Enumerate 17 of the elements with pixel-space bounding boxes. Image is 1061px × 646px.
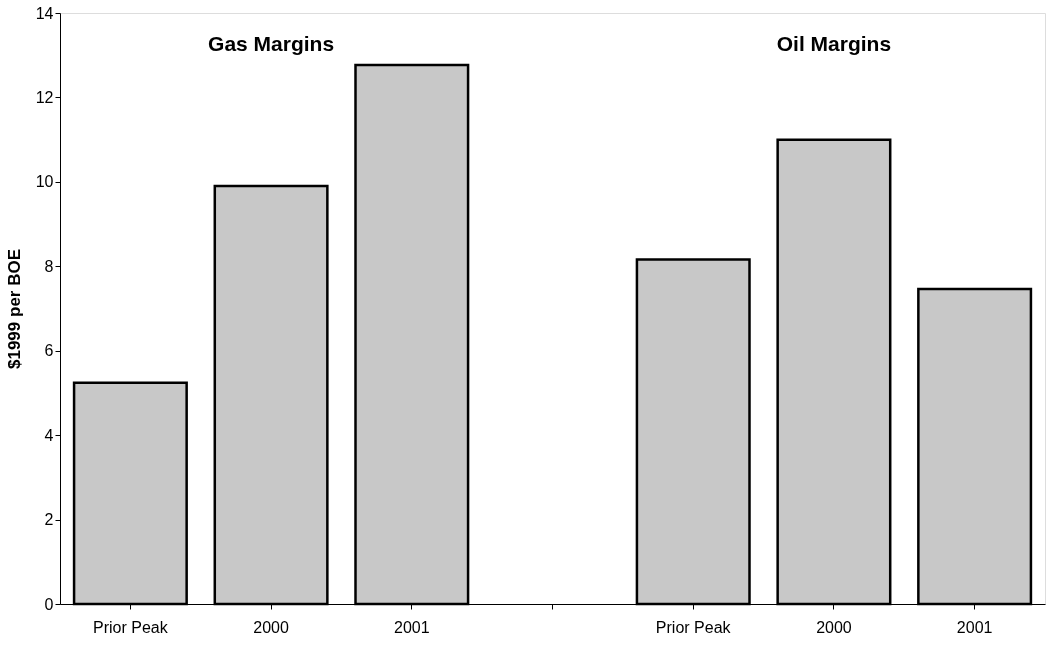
y-tick-label: 14: [35, 4, 54, 22]
x-tick-label: 2001: [393, 618, 430, 636]
y-tick-label: 10: [35, 173, 54, 191]
y-axis-title: $1999 per BOE: [4, 248, 24, 370]
x-tick-label: 2001: [956, 618, 993, 636]
y-tick-label: 4: [44, 426, 54, 444]
y-tick-label: 12: [35, 88, 54, 106]
x-tick-label: 2000: [816, 618, 852, 636]
annotation: Oil Margins: [776, 32, 892, 55]
x-tick-label: Prior Peak: [655, 618, 732, 636]
y-tick-label: 2: [44, 511, 54, 529]
y-tick-label: 6: [44, 342, 54, 360]
y-tick-label: 8: [44, 257, 54, 275]
x-tick-label: 2000: [253, 618, 289, 636]
x-tick-label: Prior Peak: [93, 618, 169, 636]
y-tick-label: 0: [44, 595, 54, 613]
annotation: Gas Margins: [208, 32, 335, 55]
